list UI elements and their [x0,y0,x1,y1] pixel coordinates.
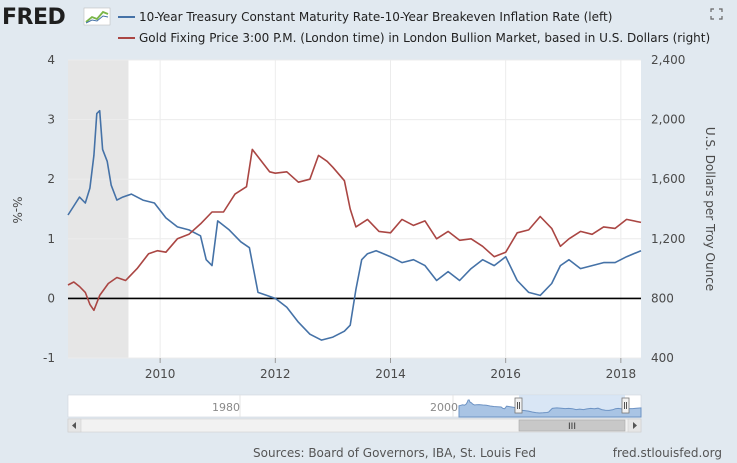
series-line-gold [67,148,642,312]
right-tick-label: 1,200 [651,232,685,246]
series-line-real-yield [67,109,642,341]
x-tick-label: 2010 [145,367,176,381]
fred-url[interactable]: fred.stlouisfed.org [613,446,722,460]
plot-area [68,60,641,358]
right-tick-label: 2,400 [651,53,685,67]
navigator-right-handle[interactable] [621,397,630,414]
left-axis-label: %-% [10,196,24,223]
legend-label-gold: Gold Fixing Price 3:00 P.M. (London time… [139,31,710,45]
fred-logo[interactable]: FRED [2,5,66,30]
scrollbar-thumb[interactable] [518,419,626,432]
scrollbar[interactable]: III [67,418,642,433]
right-tick-label: 1,600 [651,172,685,186]
source-note: Sources: Board of Governors, IBA, St. Lo… [253,446,536,460]
fullscreen-icon[interactable] [710,8,723,20]
navigator-tick-2000: 2000 [430,401,458,414]
left-axis-ticks: -1 0 1 2 3 4 [43,53,55,365]
left-tick-label: 4 [47,53,55,67]
legend-label-real-yield: 10-Year Treasury Constant Maturity Rate-… [139,10,612,24]
x-tick-label: 2016 [490,367,521,381]
left-tick-label: 2 [47,172,55,186]
x-tick-label: 2014 [375,367,406,381]
navigator[interactable]: 1980 2000 [67,394,642,418]
right-tick-label: 800 [651,291,674,305]
x-tick-label: 2012 [260,367,291,381]
navigator-left-handle[interactable] [514,397,523,414]
right-axis-ticks: 400 800 1,200 1,600 2,000 2,400 [651,53,685,365]
left-tick-label: -1 [43,351,55,365]
scroll-right-arrow-icon[interactable] [633,422,637,429]
legend: 10-Year Treasury Constant Maturity Rate-… [118,10,710,45]
series-layer [67,109,642,341]
x-axis-ticks: 2010 2012 2014 2016 2018 [145,358,636,381]
navigator-tick-1980: 1980 [212,401,240,414]
navigator-series-area [458,399,642,418]
x-tick-label: 2018 [606,367,637,381]
left-tick-label: 0 [47,291,55,305]
right-axis-label: U.S. Dollars per Troy Ounce [703,127,717,291]
right-tick-label: 400 [651,351,674,365]
right-tick-label: 2,000 [651,113,685,127]
left-tick-label: 1 [47,232,55,246]
left-tick-label: 3 [47,113,55,127]
recession-shading [68,60,129,358]
scrollbar-grip: III [568,422,576,432]
scroll-left-arrow-icon[interactable] [72,422,76,429]
gridlines [68,59,641,359]
fred-logo-graph-icon [83,7,111,26]
